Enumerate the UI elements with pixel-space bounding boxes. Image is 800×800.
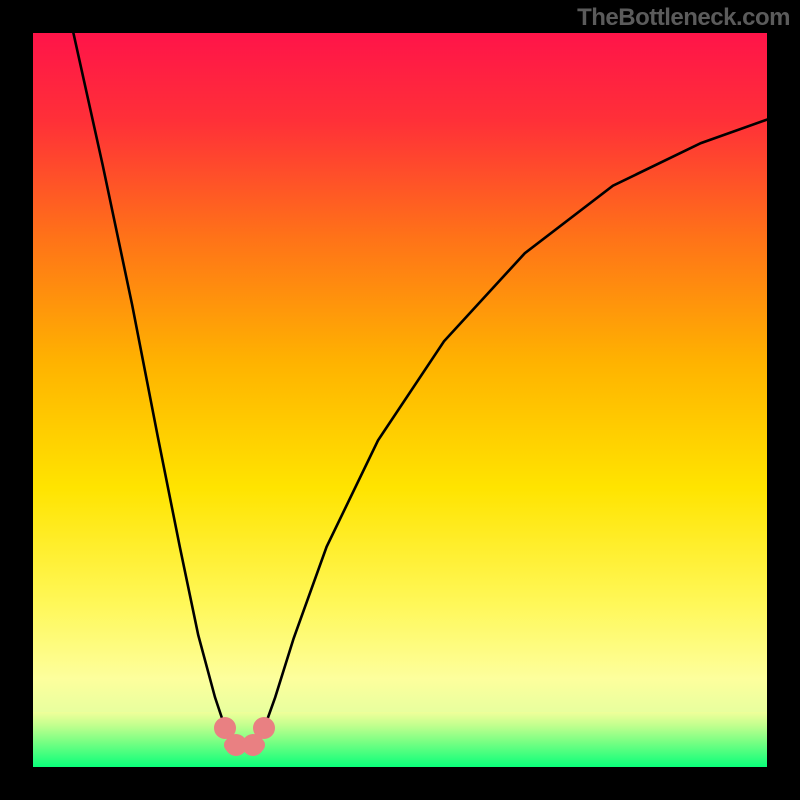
marker-dot-3: [253, 717, 275, 739]
gradient-background: [33, 33, 767, 767]
plot-area: [33, 33, 767, 767]
watermark-text: TheBottleneck.com: [577, 4, 790, 32]
chart-frame: TheBottleneck.com: [0, 0, 800, 800]
